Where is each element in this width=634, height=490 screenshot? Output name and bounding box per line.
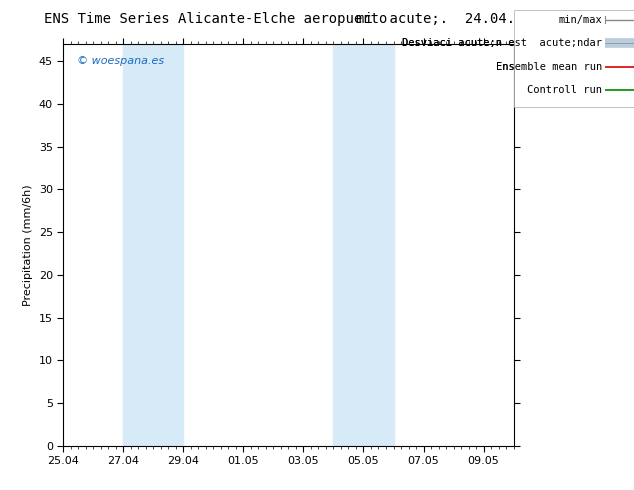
Text: Controll run: Controll run [527, 85, 602, 95]
Text: Controll run: Controll run [527, 85, 602, 95]
Text: mi  acute;.  24.04.2024 22 UTC: mi acute;. 24.04.2024 22 UTC [356, 12, 607, 26]
Text: ENS Time Series Alicante-Elche aeropuerto: ENS Time Series Alicante-Elche aeropuert… [44, 12, 387, 26]
Text: Ensemble mean run: Ensemble mean run [496, 62, 602, 72]
Text: © woespana.es: © woespana.es [77, 56, 164, 66]
Text: min/max: min/max [559, 15, 602, 24]
Text: Desviaci acute;n est  acute;ndar: Desviaci acute;n est acute;ndar [403, 38, 602, 48]
Y-axis label: Precipitation (mm/6h): Precipitation (mm/6h) [23, 184, 34, 306]
Text: Ensemble mean run: Ensemble mean run [496, 62, 602, 72]
Text: min/max: min/max [559, 15, 602, 24]
Text: Desviaci acute;n est  acute;ndar: Desviaci acute;n est acute;ndar [403, 38, 602, 48]
Bar [124, 44, 183, 446]
Bar [333, 44, 394, 446]
